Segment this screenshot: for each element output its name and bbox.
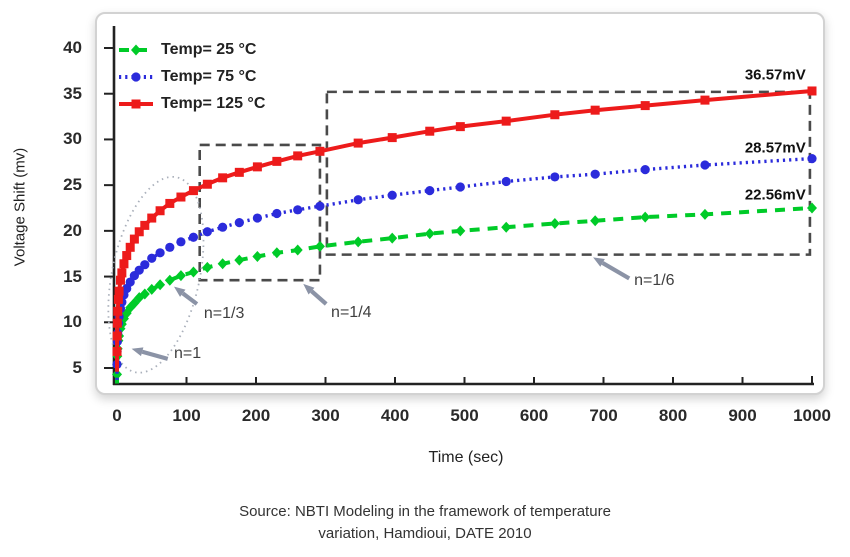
x-tick-label: 500 bbox=[450, 406, 479, 425]
series-end-value-label: 28.57mV bbox=[744, 139, 806, 157]
source-line-1: Source: NBTI Modeling in the framework o… bbox=[239, 503, 611, 520]
series-end-value-label: 36.57mV bbox=[744, 66, 806, 84]
x-tick-label: 800 bbox=[658, 406, 688, 425]
x-tick-label: 300 bbox=[311, 406, 340, 425]
x-tick-label: 1000 bbox=[793, 406, 831, 425]
y-tick-label: 25 bbox=[63, 175, 82, 195]
x-tick-label: 900 bbox=[728, 406, 757, 425]
x-tick-label: 0 bbox=[112, 406, 122, 425]
series-end-value-label: 22.56mV bbox=[744, 186, 806, 204]
legend-marker-icon bbox=[119, 71, 153, 82]
y-tick-label: 40 bbox=[63, 38, 82, 57]
annotation-label: n=1/3 bbox=[203, 305, 245, 323]
legend-label: Temp= 25 °C bbox=[161, 40, 257, 58]
legend-item: Temp= 125 °C bbox=[118, 90, 265, 117]
annotation-label: n=1/6 bbox=[634, 272, 675, 290]
x-tick-label: 600 bbox=[519, 406, 549, 425]
y-tick-label: 15 bbox=[63, 266, 82, 286]
legend-label: Temp= 125 °C bbox=[161, 94, 266, 112]
x-tick-label: 700 bbox=[589, 406, 618, 425]
legend-marker-icon bbox=[119, 44, 153, 55]
legend-marker-icon bbox=[119, 99, 153, 108]
x-tick-label: 100 bbox=[172, 406, 201, 425]
y-axis-title: Voltage Shift (mv) bbox=[11, 147, 29, 267]
source-line-2: variation, Hamdioui, DATE 2010 bbox=[318, 525, 532, 542]
x-axis-title: Time (sec) bbox=[428, 449, 504, 466]
y-tick-label: 5 bbox=[72, 358, 82, 377]
legend-item: Temp= 75 °C bbox=[118, 63, 265, 90]
legend-label: Temp= 75 °C bbox=[161, 67, 257, 85]
annotation-label: n=1 bbox=[173, 345, 202, 363]
y-tick-label: 20 bbox=[63, 220, 82, 240]
x-tick-label: 200 bbox=[241, 406, 271, 425]
source-caption: Source: NBTI Modeling in the framework o… bbox=[0, 501, 850, 545]
y-tick-label: 35 bbox=[63, 83, 82, 103]
chart-legend: Temp= 25 °C Temp= 75 °C Temp= 125 °C bbox=[118, 36, 265, 117]
legend-item: Temp= 25 °C bbox=[118, 36, 265, 63]
x-tick-label: 400 bbox=[380, 406, 410, 425]
y-tick-label: 10 bbox=[63, 312, 82, 332]
annotation-label: n=1/4 bbox=[331, 304, 372, 322]
y-tick-label: 30 bbox=[63, 129, 82, 149]
